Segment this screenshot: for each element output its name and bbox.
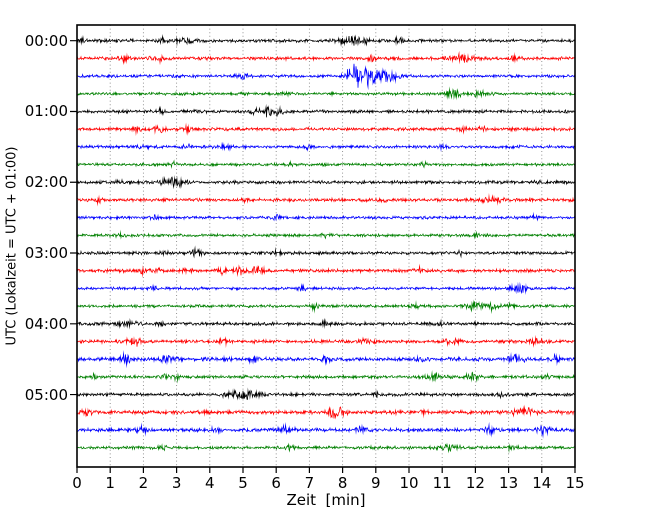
y-tick-label: 01:00 (24, 102, 68, 121)
y-tick-label: 02:00 (24, 173, 68, 192)
y-tick-label: 04:00 (24, 314, 68, 333)
x-tick-label: 1 (105, 474, 115, 492)
x-tick-label: 11 (432, 474, 452, 492)
x-axis-label: Zeit [min] (286, 491, 366, 509)
y-tick-label: 03:00 (24, 244, 68, 263)
x-tick-label: 13 (499, 474, 519, 492)
x-tick-label: 7 (304, 474, 315, 492)
x-tick-label: 14 (532, 474, 552, 492)
x-tick-label: 8 (337, 474, 348, 492)
x-tick-label: 6 (271, 474, 281, 492)
y-tick-label: 00:00 (24, 31, 68, 50)
x-tick-label: 0 (72, 474, 82, 492)
y-tick-label: 05:00 (24, 385, 68, 404)
x-tick-label: 5 (238, 474, 248, 492)
x-tick-label: 15 (565, 474, 585, 492)
x-tick-label: 3 (171, 474, 182, 492)
x-tick-label: 9 (371, 474, 381, 492)
x-tick-label: 10 (399, 474, 419, 492)
y-axis-label: UTC (Lokalzeit = UTC + 01:00) (4, 146, 20, 346)
x-tick-label: 12 (465, 474, 485, 492)
x-tick-label: 4 (205, 474, 215, 492)
x-tick-label: 2 (138, 474, 149, 492)
